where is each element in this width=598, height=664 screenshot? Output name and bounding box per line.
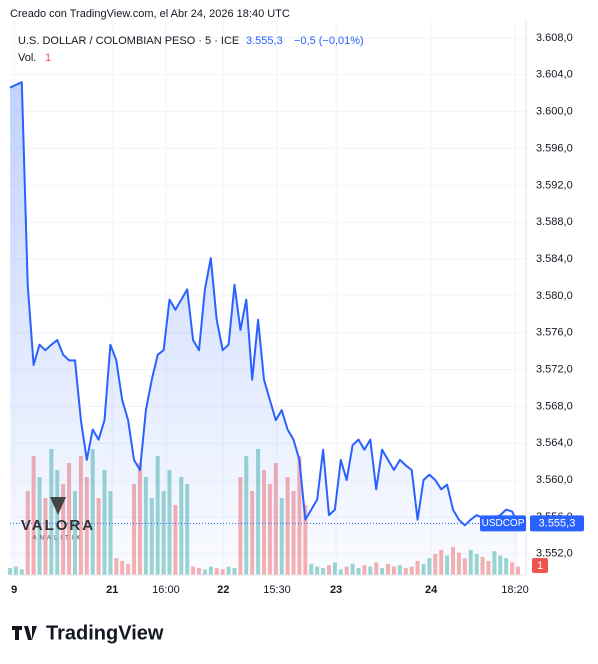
price-tag-text: 3.555,3	[539, 517, 576, 529]
credit: Creado con TradingView.com, el Abr 24, 2…	[10, 8, 290, 20]
y-tick-label: 3.592,0	[536, 179, 573, 191]
x-tick-label: 16:00	[152, 584, 180, 596]
price-tag	[530, 515, 584, 532]
y-tick-label: 3.552,0	[536, 548, 573, 560]
y-tick-label: 3.580,0	[536, 290, 573, 302]
x-tick-label: 22	[217, 584, 229, 596]
y-tick-label: 3.604,0	[536, 69, 573, 81]
y-tick-label: 3.560,0	[536, 474, 573, 486]
y-tick-label: 3.576,0	[536, 327, 573, 339]
area	[10, 82, 518, 575]
y-tick-label: 3.568,0	[536, 400, 573, 412]
x-tick-label: 21	[106, 584, 118, 596]
x-tick-label: 9	[11, 584, 17, 596]
symbol-tag-text: USDCOP	[482, 518, 525, 529]
watermark-logo	[50, 497, 66, 515]
volume-tag	[532, 558, 548, 573]
x-tick-label: 23	[330, 584, 342, 596]
y-tick-label: 3.588,0	[536, 216, 573, 228]
symbol: U.S. DOLLAR / COLOMBIAN PESO · 5 · ICE	[18, 35, 239, 47]
volume-tag-text: 1	[537, 560, 543, 572]
volume-label: Vol.	[18, 52, 36, 64]
change: −0,5 (−0,01%)	[294, 35, 364, 47]
x-tick-label: 24	[425, 584, 438, 596]
y-tick-label: 3.572,0	[536, 363, 573, 375]
symbol-tag	[480, 515, 526, 532]
brand-logo	[12, 626, 37, 640]
watermark-sub: ANALITIK	[33, 536, 84, 542]
watermark-text: VALORA	[21, 517, 95, 534]
y-tick-label: 3.584,0	[536, 253, 573, 265]
x-tick-label: 18:20	[501, 584, 529, 596]
brand: TradingView	[12, 622, 164, 644]
volume-value: 1	[45, 52, 51, 64]
y-tick-label: 3.600,0	[536, 106, 573, 118]
line	[9, 81, 519, 527]
last-price: 3.555,3	[246, 35, 283, 47]
y-tick-label: 3.596,0	[536, 142, 573, 154]
x-tick-label: 15:30	[263, 584, 291, 596]
y-tick-label: 3.564,0	[536, 437, 573, 449]
watermark: VALORA ANALITIK	[21, 497, 95, 542]
plot	[9, 81, 526, 575]
y-tick-label: 3.608,0	[536, 32, 573, 44]
brand-name: TradingView	[46, 622, 164, 644]
